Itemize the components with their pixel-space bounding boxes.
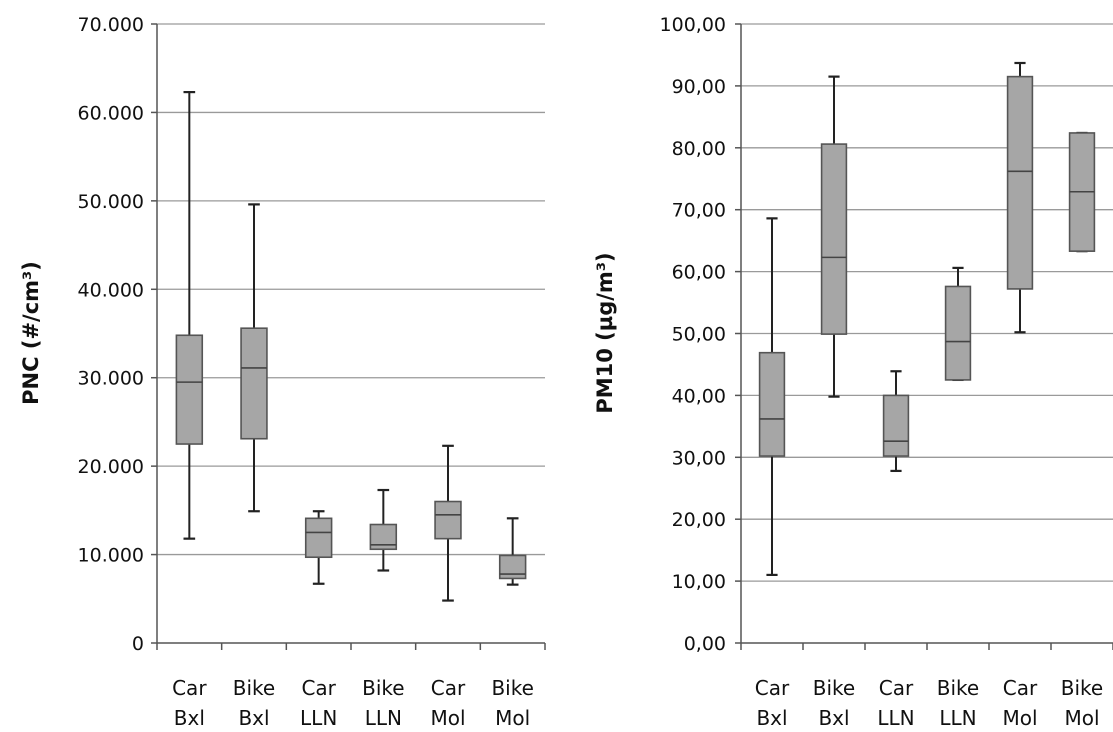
boxplot-4	[944, 266, 972, 382]
boxplots	[175, 90, 527, 602]
boxplot-3	[882, 370, 910, 473]
category-label-line2: Mol	[1064, 706, 1099, 730]
category-label-line1: Car	[301, 676, 336, 700]
chart-panel-2: 0,00 10,00 20,00 30,00 40,00 50,00 60,00 70,00 8…	[593, 14, 1113, 730]
y-tick-label: 30,00	[672, 447, 726, 469]
boxplot-5	[1006, 61, 1034, 334]
y-tick-label: 20.000	[78, 456, 144, 478]
category-label-line1: Car	[431, 676, 466, 700]
y-tick-label: 40.000	[78, 279, 144, 301]
y-axis-label: PM10 (µg/m³)	[593, 252, 617, 413]
iqr-box	[758, 351, 786, 457]
boxplot-4	[369, 488, 398, 572]
category-label-line1: Car	[879, 676, 914, 700]
category-label-line2: Mol	[430, 706, 465, 730]
category-label-line2: LLN	[300, 706, 337, 730]
y-tick-label: 70.000	[78, 14, 144, 36]
boxplot-5	[434, 444, 462, 602]
boxplot-6	[498, 517, 527, 586]
x-category-labels: Car Bxl Bike Bxl Car LLN Bike LLN Car Mol Bike Mol	[755, 676, 1103, 730]
boxplots	[758, 61, 1096, 577]
category-label-line2: LLN	[365, 706, 402, 730]
iqr-box	[1006, 75, 1034, 290]
category-label-line1: Bike	[362, 676, 404, 700]
gridlines	[741, 23, 1113, 582]
category-label-line1: Bike	[1061, 676, 1103, 700]
y-tick-label: 20,00	[672, 509, 726, 531]
category-label-line2: Mol	[495, 706, 530, 730]
y-tick-label: 60.000	[78, 102, 144, 124]
category-label-line1: Bike	[937, 676, 979, 700]
y-tick-label: 0	[132, 633, 144, 655]
boxplot-6	[1068, 131, 1096, 253]
iqr-box	[944, 285, 972, 381]
y-tick-label: 70,00	[672, 200, 726, 222]
boxplot-1	[758, 217, 786, 577]
category-label-line1: Car	[755, 676, 790, 700]
category-label-line2: LLN	[877, 706, 914, 730]
y-tick-label: 10.000	[78, 545, 144, 567]
category-label-line1: Bike	[233, 676, 275, 700]
x-category-labels: Car Bxl Bike Bxl Car LLN Bike LLN Car Mol Bike Mol	[172, 676, 534, 730]
y-axis-label: PNC (#/cm³)	[19, 261, 43, 405]
y-tick-labels: 0,00 10,00 20,00 30,00 40,00 50,00 60,00 70,00 8…	[660, 14, 726, 655]
category-label-line2: Bxl	[756, 706, 787, 730]
gridlines	[157, 23, 545, 556]
iqr-box	[434, 500, 462, 540]
y-tick-label: 60,00	[672, 262, 726, 284]
y-tick-label: 0,00	[684, 633, 726, 655]
y-tick-label: 90,00	[672, 76, 726, 98]
category-label-line1: Car	[172, 676, 207, 700]
category-label-line1: Bike	[813, 676, 855, 700]
y-tick-label: 100,00	[660, 14, 726, 36]
y-tick-labels: 0 10.000 20.000 30.000 40.000 50.000 60.000 70.…	[78, 14, 144, 655]
y-tick-label: 80,00	[672, 138, 726, 160]
iqr-box	[304, 517, 333, 559]
iqr-box	[882, 394, 910, 457]
y-tick-label: 10,00	[672, 571, 726, 593]
iqr-box	[498, 554, 527, 580]
boxplot-3	[304, 510, 333, 585]
chart-panel-1: 0 10.000 20.000 30.000 40.000 50.000 60.000 70.…	[19, 14, 546, 730]
category-label-line2: Bxl	[238, 706, 269, 730]
category-label-line1: Car	[1003, 676, 1038, 700]
category-label-line2: Mol	[1002, 706, 1037, 730]
y-tick-label: 50.000	[78, 191, 144, 213]
iqr-box	[820, 143, 848, 335]
y-tick-label: 50,00	[672, 324, 726, 346]
category-label-line2: Bxl	[818, 706, 849, 730]
iqr-box	[240, 327, 268, 440]
category-label-line2: LLN	[939, 706, 976, 730]
boxplot-2	[820, 75, 848, 398]
boxplot-2	[240, 203, 268, 513]
boxplot-1	[175, 90, 204, 540]
y-tick-label: 30.000	[78, 368, 144, 390]
category-label-line1: Bike	[491, 676, 533, 700]
category-label-line2: Bxl	[174, 706, 205, 730]
iqr-box	[175, 334, 204, 445]
y-tick-label: 40,00	[672, 385, 726, 407]
